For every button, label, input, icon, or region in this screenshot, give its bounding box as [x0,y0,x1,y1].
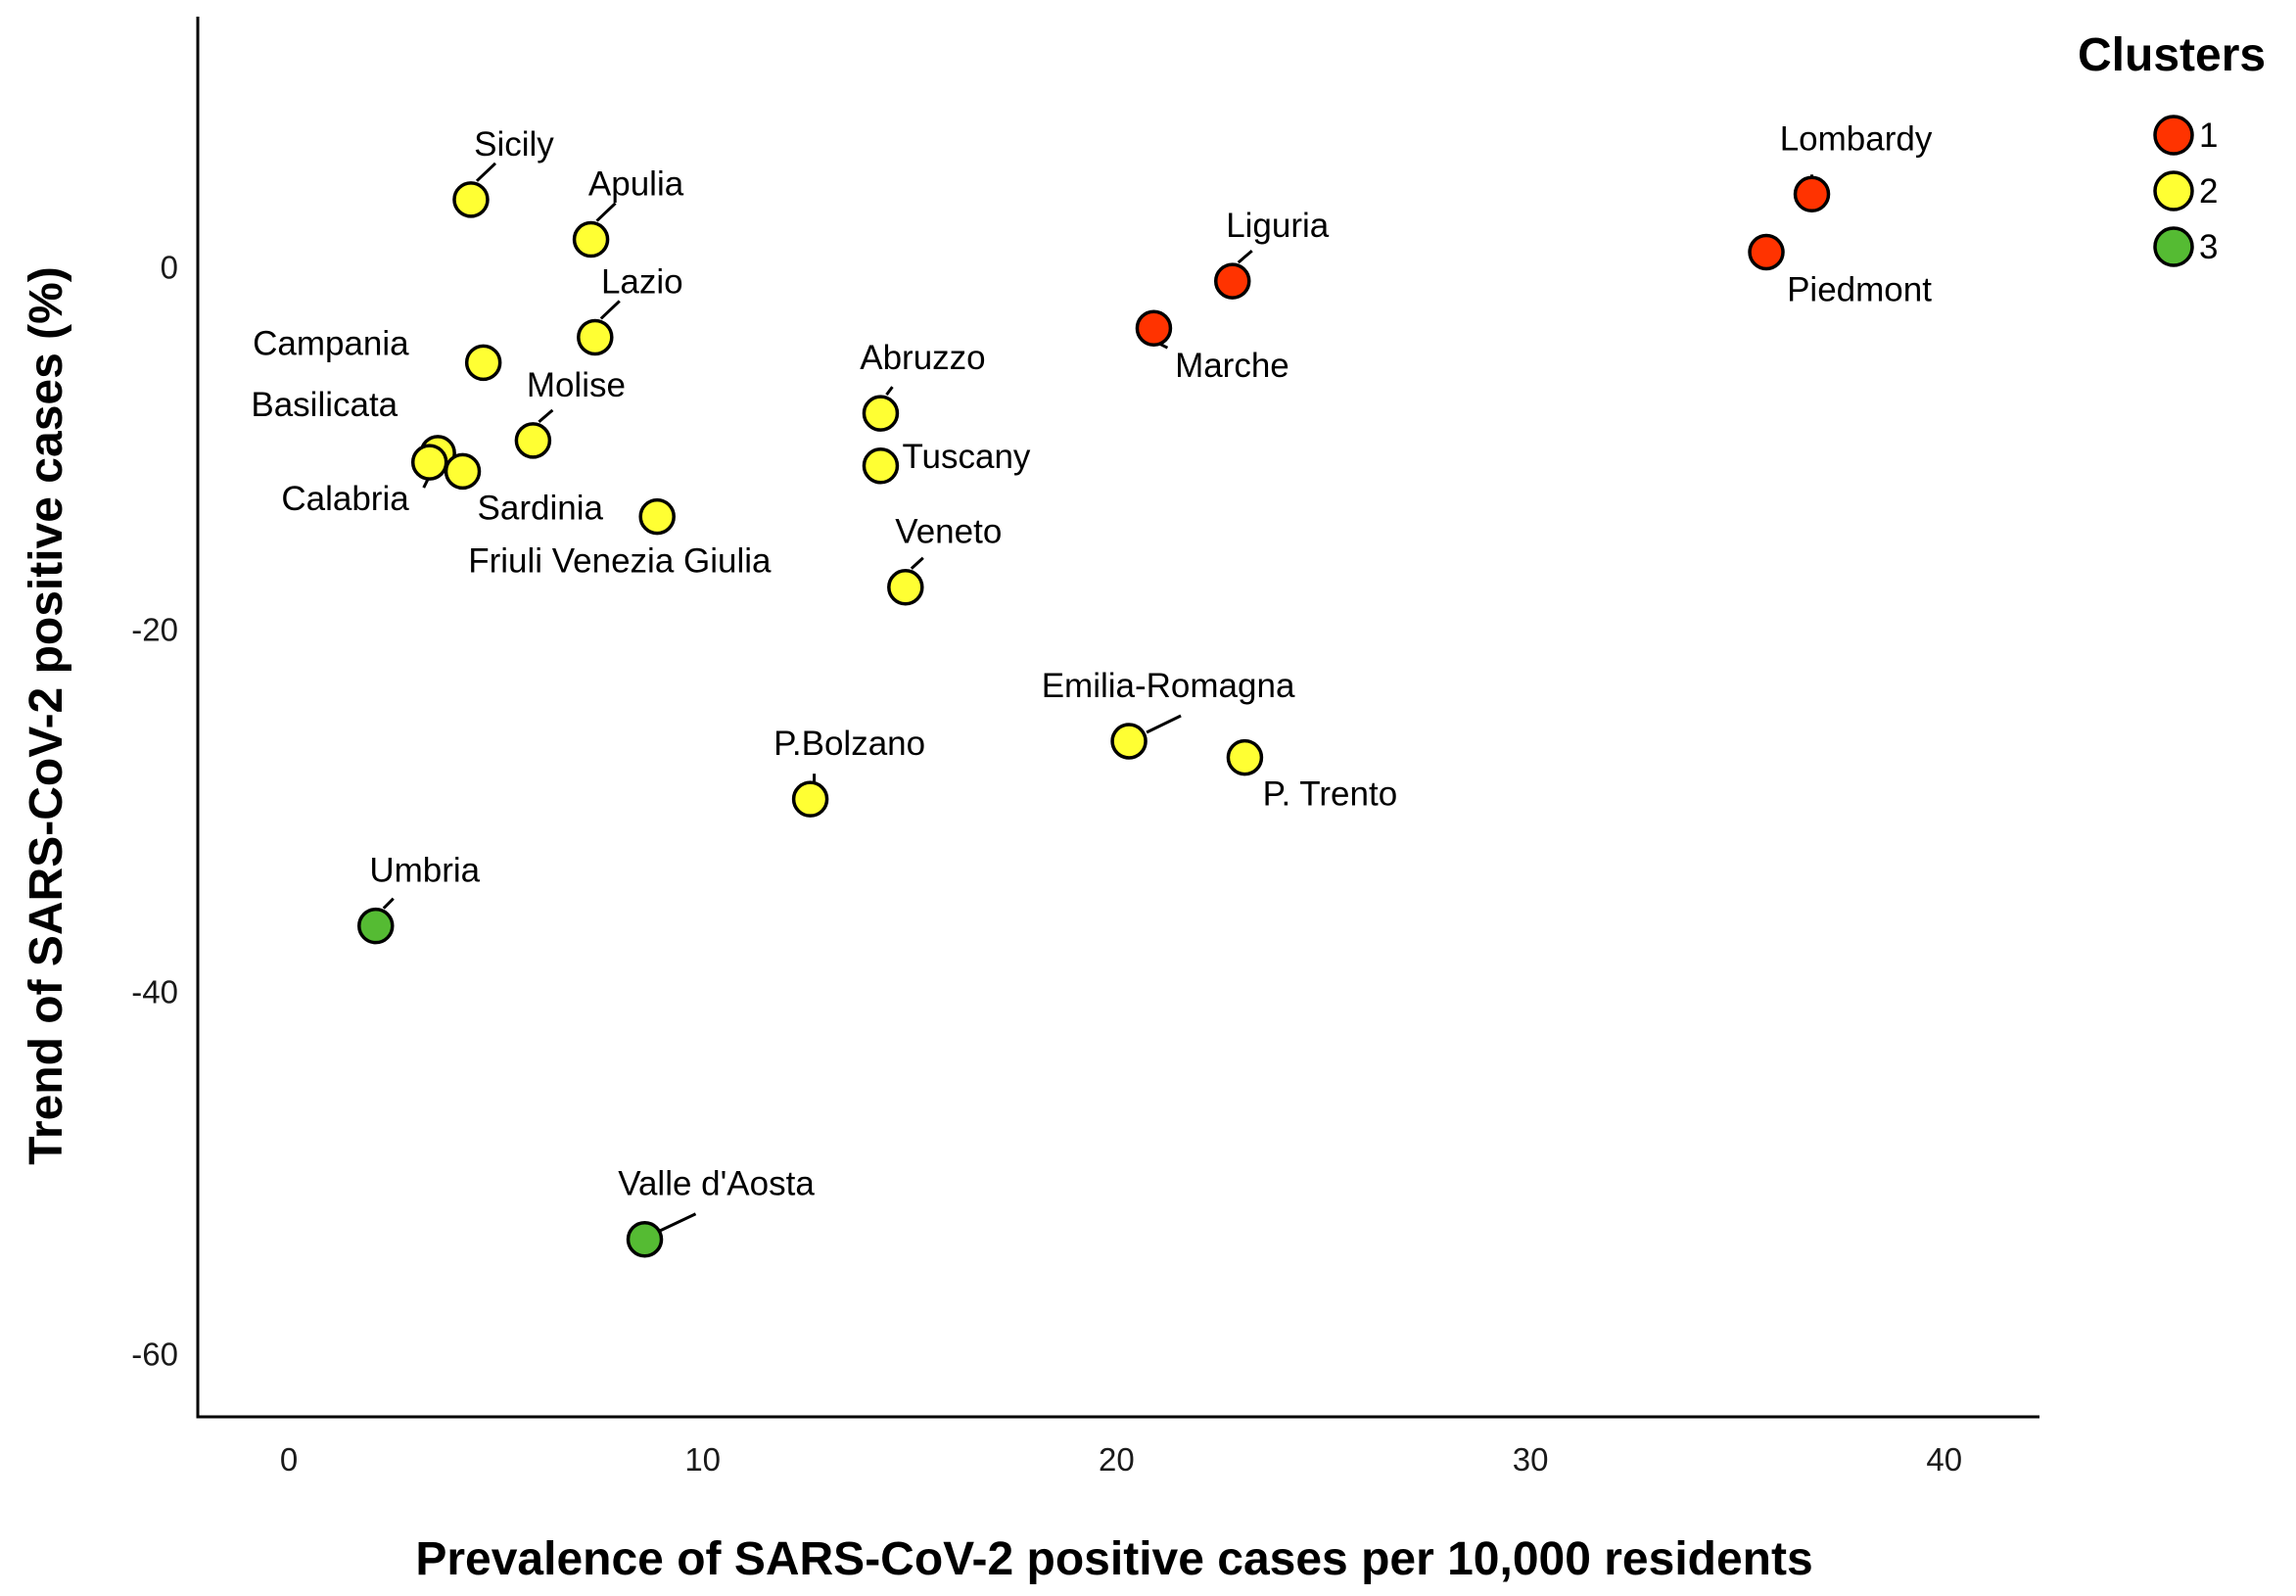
point-valle-d-aosta [626,1220,664,1258]
point-label-sardinia: Sardinia [478,489,604,527]
point-apulia [572,220,610,258]
point-label-p-bolzano: P.Bolzano [773,725,925,763]
data-points [357,175,1831,1258]
leader-line-abruzzo [885,386,894,397]
y-tick-label: -60 [131,1336,178,1372]
legend-marker-1 [2153,115,2194,156]
legend-label-3: 3 [2199,228,2218,266]
legend-marker-3 [2153,226,2194,267]
point-emilia-romagna [1110,723,1148,760]
point-veneto [887,568,924,606]
point-label-apulia: Apulia [588,165,684,204]
x-tick-label: 10 [684,1441,721,1478]
point-piedmont [1748,233,1785,271]
leader-line-umbria [382,897,395,910]
point-label-marche: Marche [1175,347,1289,385]
x-tick-label: 0 [280,1441,298,1478]
legend-label-2: 2 [2199,172,2218,211]
point-umbria [357,907,395,945]
point-tuscany [862,447,900,485]
legend: Clusters 1 2 3 [2078,29,2266,267]
point-label-friuli-venezia-giulia: Friuli Venezia Giulia [468,542,772,581]
point-p-bolzano [791,780,829,818]
leader-line-lazio [599,300,621,320]
leader-line-calabria [422,479,430,489]
point-label-piedmont: Piedmont [1787,270,1932,308]
y-tick-label: 0 [161,249,178,285]
leader-line-emilia-romagna [1146,714,1182,734]
point-abruzzo [862,395,900,432]
leader-line-veneto [910,556,924,570]
y-tick-label: -20 [131,611,178,647]
point-molise [514,422,552,459]
x-tick-label: 30 [1513,1441,1549,1478]
legend-marker-2 [2153,170,2194,211]
point-label-sicily: Sicily [474,125,554,164]
leader-line-liguria [1237,249,1253,264]
point-label-campania: Campania [253,324,409,362]
point-label-molise: Molise [527,366,626,404]
point-label-umbria: Umbria [369,852,480,890]
leader-line-valle-d-aosta [659,1212,697,1233]
legend-title: Clusters [2078,29,2266,81]
point-campania [464,344,502,382]
point-label-lombardy: Lombardy [1780,119,1933,158]
point-calabria [410,444,448,481]
point-lazio [577,318,614,356]
point-sardinia [444,452,482,491]
point-label-basilicata: Basilicata [251,386,398,424]
leader-line-apulia [595,202,617,222]
point-label-p-trento: P. Trento [1263,775,1398,814]
point-friuli-venezia-giulia [638,497,676,536]
x-tick-label: 20 [1099,1441,1135,1478]
point-label-veneto: Veneto [895,513,1002,551]
point-sicily [452,181,490,218]
point-lombardy [1793,175,1831,213]
x-tick-label: 40 [1926,1441,1962,1478]
x-axis-title: Prevalence of SARS-CoV-2 positive cases … [415,1533,1812,1585]
ticks: 0 10 20 30 40 0 -20 -40 -60 [131,249,1962,1478]
point-label-emilia-romagna: Emilia-Romagna [1042,667,1295,705]
point-p-trento [1226,738,1264,776]
axes [196,17,2039,1419]
legend-label-1: 1 [2199,117,2218,155]
point-marche [1135,309,1173,347]
leader-line-sicily [475,162,497,182]
point-label-calabria: Calabria [281,480,409,518]
leader-line-molise [538,408,554,424]
point-label-liguria: Liguria [1226,207,1330,245]
point-liguria [1213,262,1251,300]
point-labels: Lombardy Piedmont Liguria Marche Sicily Apuli… [251,119,1932,1202]
y-axis-title: Trend of SARS-CoV-2 positive cases (%) [21,266,72,1165]
leader-lines [382,162,1814,1233]
axis-frame [196,17,2039,1419]
point-label-abruzzo: Abruzzo [860,339,985,377]
point-label-tuscany: Tuscany [902,438,1030,476]
point-label-lazio: Lazio [601,262,683,301]
point-label-valle-d-aosta: Valle d'Aosta [618,1165,815,1203]
y-tick-label: -40 [131,973,178,1009]
